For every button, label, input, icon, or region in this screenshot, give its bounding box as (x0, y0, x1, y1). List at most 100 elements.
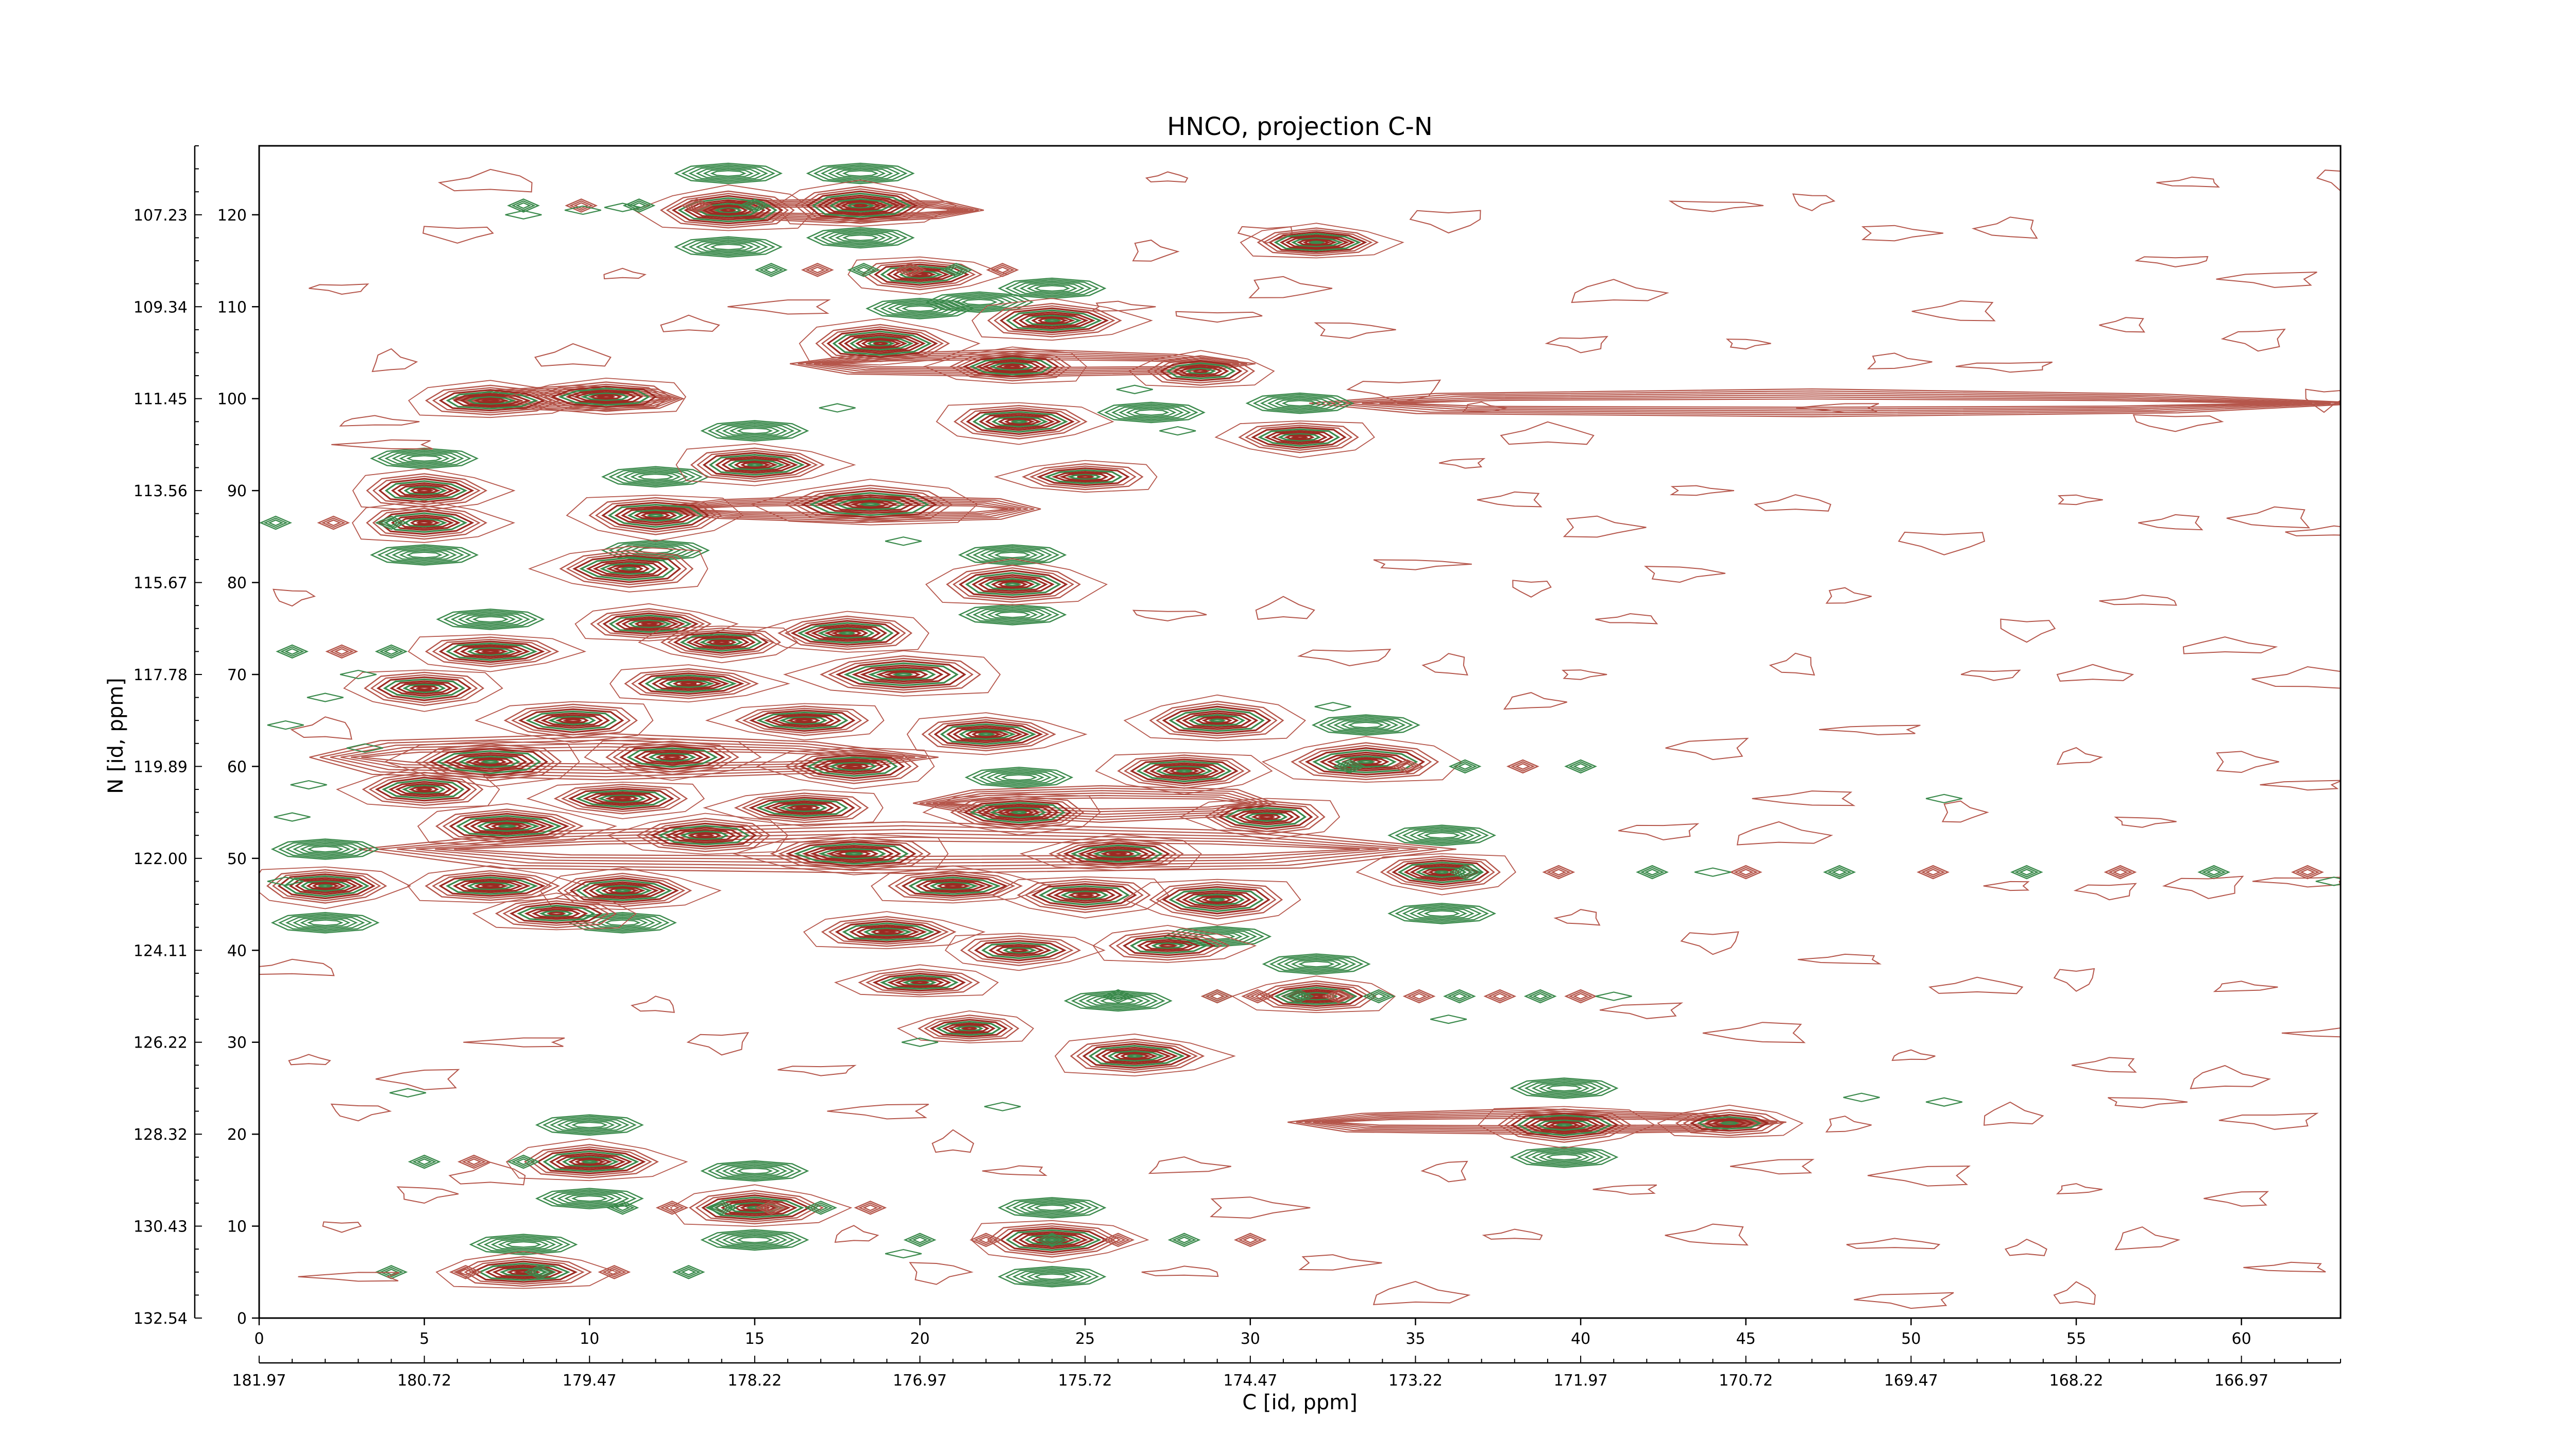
noise-contour (2132, 414, 2224, 432)
noise-contour (2213, 981, 2278, 992)
bead-contour-line (978, 1236, 994, 1243)
peak-contour-line (1129, 937, 1208, 954)
peak-contour-line (734, 705, 869, 736)
y-ppm-tick-label: 117.78 (133, 666, 188, 684)
peak-contour-line (802, 845, 902, 863)
peak-contour-line (740, 462, 771, 468)
bead-contour-line (2201, 867, 2226, 878)
peak-contour-line (1683, 1111, 1776, 1134)
peak-contour-line (526, 710, 617, 731)
peak-contour-line (956, 353, 1065, 379)
negative-contour-line (1026, 1272, 1078, 1282)
negative-contour-line (961, 298, 998, 306)
peak-contour-line (976, 359, 1046, 374)
peak-skirt-line (435, 1251, 619, 1289)
peak-contour-line (838, 332, 926, 354)
negative-contour-line (443, 610, 538, 629)
peak-skirt-line (775, 179, 958, 227)
peak-contour-line (707, 206, 748, 214)
peak-contour-line (612, 797, 632, 801)
peak-contour-line (1024, 1234, 1082, 1246)
noise-contour (1941, 800, 1989, 823)
noise-contour (982, 1165, 1048, 1176)
negative-contour-line (979, 608, 1045, 621)
negative-contour-line (637, 473, 674, 480)
peak-contour-line (1130, 758, 1239, 785)
negative-contour-line (1538, 1152, 1590, 1162)
peak-contour-line (742, 707, 862, 734)
peak-contour-line (518, 708, 624, 733)
negative-contour-line (406, 455, 443, 462)
peak-contour-line (465, 757, 514, 767)
negative-speck (1595, 991, 1632, 1001)
negative-contour-line (715, 1163, 795, 1179)
negative-lobe (1387, 824, 1497, 847)
negative-speck (274, 812, 311, 822)
noise-contour (1148, 1156, 1231, 1174)
peak-contour-line (665, 827, 743, 843)
negative-contour-line (1012, 1200, 1092, 1216)
peak-contour-line (978, 576, 1048, 593)
peak-contour-line (1162, 767, 1206, 775)
peak-contour-line (1392, 859, 1490, 886)
bead-contour-line (847, 263, 880, 277)
negative-lobe (370, 447, 479, 469)
negative-contour-line (564, 1193, 615, 1204)
peak-contour-line (993, 305, 1115, 335)
peak-contour-line (1010, 419, 1029, 424)
peak-contour-line (1264, 430, 1334, 445)
peak-contour-line (887, 976, 952, 988)
peak-contour-line (1274, 987, 1358, 1005)
peak-skirt-line (1214, 420, 1375, 458)
peak-contour-line (800, 188, 924, 222)
bead-contour-line (974, 1235, 998, 1245)
bead-contour-line (1245, 991, 1270, 1002)
negative-contour-line (1262, 953, 1371, 975)
peak-contour-line (366, 505, 488, 540)
peak-contour-line (1162, 886, 1270, 915)
peak-contour-line (727, 459, 785, 471)
negative-contour-line (472, 616, 509, 623)
peak-contour-line (841, 201, 882, 210)
peak-contour-line (403, 485, 448, 496)
noise-contour (1599, 1002, 1684, 1019)
y-ppm-tick-label: 132.54 (133, 1310, 188, 1328)
bead-contour-line (2299, 868, 2316, 876)
ridge-contour-line (1397, 398, 2273, 408)
bead-contour-line (1636, 865, 1669, 880)
peak-contour-line (495, 898, 617, 929)
peak-contour-line (818, 848, 887, 859)
peak-contour-line (621, 508, 690, 524)
peak-contour-line (954, 1025, 984, 1032)
negative-contour-line (1199, 933, 1235, 940)
negative-contour-line (1423, 832, 1461, 839)
peak-skirt-line (991, 876, 1170, 919)
ridge-contour-line (1321, 1116, 1751, 1128)
peak-contour-line (828, 918, 949, 945)
peak-contour-line (388, 781, 459, 798)
peak-contour-line (1517, 1114, 1613, 1137)
negative-contour-line (696, 167, 761, 180)
peak-contour-line (647, 513, 665, 518)
peak-contour-line (778, 803, 827, 813)
noise-contour (1595, 613, 1658, 625)
bead-contour-line (893, 263, 927, 277)
negative-contour-line (820, 165, 901, 181)
peak-contour-line (991, 579, 1035, 589)
noise-contour (2281, 1027, 2341, 1038)
peak-contour-line (604, 796, 639, 802)
peak-contour-line (680, 830, 728, 840)
noise-contour (1665, 1223, 1749, 1246)
bead-contour-line (457, 1269, 473, 1276)
peak-contour-line (917, 1014, 1020, 1042)
peak-contour-line (583, 791, 660, 806)
negative-contour-line (457, 613, 523, 626)
bead-contour-line (379, 517, 404, 528)
bead-contour-line (1106, 1235, 1130, 1245)
bead-chain (1333, 759, 1597, 774)
y-ppm-tick-label: 115.67 (133, 575, 188, 593)
ridge-contours (912, 785, 1277, 823)
negative-contour-line (406, 551, 443, 559)
peak-contour-line (1297, 238, 1337, 246)
peak-contour-line (446, 876, 538, 895)
